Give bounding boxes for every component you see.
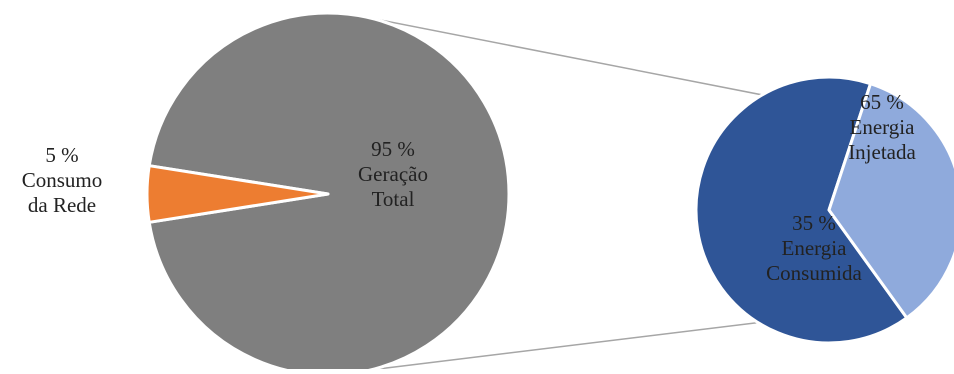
label-energia-consumida-line: 35 % (792, 211, 836, 235)
label-energia-injetada: 65 % Energia Injetada (848, 90, 916, 164)
label-consumo-rede-line: 5 % (45, 143, 78, 167)
secondary-pie (694, 75, 954, 345)
connector-bottom (369, 316, 803, 371)
label-geracao-total: 95 % Geração Total (358, 137, 428, 211)
connector-lines (369, 17, 803, 371)
label-energia-injetada-line: Energia (850, 115, 916, 139)
main-slice-consumo_rede (145, 164, 330, 224)
label-geracao-total-line: Geração (358, 162, 428, 186)
label-geracao-total-line: 95 % (371, 137, 415, 161)
secondary-slice-injetada (694, 75, 909, 345)
label-consumo-rede-line: da Rede (28, 193, 96, 217)
label-energia-consumida-line: Consumida (766, 261, 862, 285)
connector-top (369, 17, 803, 104)
label-energia-injetada-line: 65 % (860, 90, 904, 114)
label-consumo-rede-line: Consumo (22, 168, 103, 192)
label-geracao-total-line: Total (372, 187, 415, 211)
label-energia-consumida: 35 % Energia Consumida (766, 211, 862, 285)
label-energia-injetada-line: Injetada (848, 140, 916, 164)
secondary-slice-consumida (827, 82, 954, 320)
main-pie (145, 11, 511, 374)
label-energia-consumida-line: Energia (782, 236, 848, 260)
label-consumo-rede: 5 % Consumo da Rede (22, 143, 103, 217)
